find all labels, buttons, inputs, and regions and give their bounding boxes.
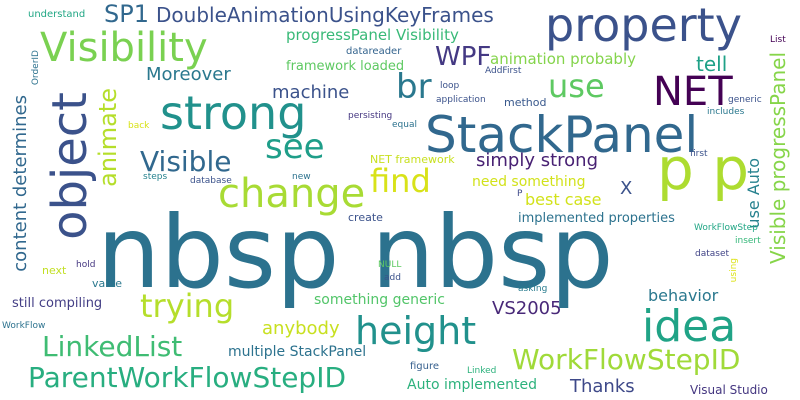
- word-datareader: datareader: [346, 46, 402, 57]
- word-orderid: OrderID: [31, 50, 41, 86]
- word-net: NET: [653, 69, 733, 115]
- word-still-compiling: still compiling: [12, 296, 103, 311]
- word-br: br: [396, 67, 432, 107]
- word-use-auto: use Auto: [744, 158, 763, 229]
- word-x: X: [620, 178, 633, 199]
- word-tell: tell: [696, 52, 728, 76]
- word-trying: trying: [140, 287, 235, 325]
- word-nbsp-nbsp: nbsp nbsp: [97, 194, 614, 311]
- word-object: object: [42, 92, 98, 240]
- word-idea: idea: [642, 301, 737, 352]
- word-method: method: [504, 96, 547, 109]
- word-content-determines: content determines: [10, 95, 31, 272]
- word-moreover: Moreover: [146, 64, 231, 85]
- word-property: property: [545, 0, 742, 52]
- word-find: find: [370, 162, 431, 200]
- word-visible: Visible: [140, 145, 232, 178]
- word-progresspanel-visibility: progressPanel Visibility: [286, 26, 459, 44]
- word-create: create: [348, 211, 383, 224]
- word-workflowstepid: WorkFlowStepID: [512, 343, 741, 376]
- word-visibility: Visibility: [40, 25, 208, 71]
- word-wpf: WPF: [435, 42, 492, 72]
- word-see: see: [265, 127, 325, 167]
- word-workflowstep: WorkFlowStep: [694, 223, 758, 233]
- word-workflow: WorkFlow: [2, 321, 46, 331]
- word-equal: equal: [392, 120, 417, 130]
- word-stackpanel: StackPanel: [425, 106, 699, 164]
- word-thanks: Thanks: [570, 376, 635, 397]
- word-null: NULL: [378, 260, 402, 270]
- word-p: P: [517, 189, 523, 199]
- word-application: application: [436, 95, 486, 105]
- word-multiple-stackpanel: multiple StackPanel: [228, 344, 367, 360]
- word-machine: machine: [272, 82, 350, 103]
- word-framework-loaded: framework loaded: [286, 59, 405, 74]
- word-addfirst: AddFirst: [485, 66, 522, 76]
- word-net-framework: NET framework: [370, 153, 455, 166]
- word-anybody: anybody: [262, 318, 340, 339]
- word-generic: generic: [728, 95, 762, 105]
- word-new: new: [292, 172, 311, 182]
- word-something-generic: something generic: [314, 292, 445, 308]
- word-database: database: [190, 176, 232, 186]
- word-steps: steps: [143, 172, 168, 182]
- word-behavior: behavior: [648, 286, 719, 305]
- word-parentworkflowstepid: ParentWorkFlowStepID: [28, 361, 347, 394]
- word-dataset: dataset: [695, 249, 730, 259]
- word-hold: hold: [76, 260, 96, 270]
- word-asking: asking: [518, 284, 548, 294]
- word-linked: Linked: [467, 366, 497, 376]
- word-add: add: [384, 273, 401, 283]
- word-figure: figure: [410, 361, 440, 372]
- word-using: using: [729, 258, 739, 283]
- word-visible-progresspanel: Visible progressPanel: [766, 52, 790, 264]
- word-linkedlist: LinkedList: [42, 330, 183, 363]
- word-doubleanimation: DoubleAnimationUsingKeyFrames: [156, 3, 494, 27]
- word-animation-probably: animation probably: [490, 50, 636, 68]
- word-vs2005: VS2005: [492, 298, 562, 319]
- word-first: first: [690, 149, 708, 159]
- word-change: change: [218, 171, 366, 217]
- word-loop: loop: [440, 81, 460, 91]
- word-next: next: [42, 264, 67, 277]
- word-includes: includes: [707, 107, 745, 117]
- word-visual-studio: Visual Studio: [690, 383, 768, 397]
- word-insert: insert: [735, 236, 761, 246]
- word-need-something: need something: [472, 174, 586, 190]
- word-use: use: [548, 67, 605, 105]
- word-best-case: best case: [525, 190, 602, 209]
- word-auto-implemented: Auto implemented: [407, 377, 537, 393]
- word-animate: animate: [94, 88, 122, 187]
- word-height: height: [355, 309, 477, 353]
- word-sp1: SP1: [104, 0, 149, 28]
- word-understand: understand: [28, 9, 86, 20]
- word-persisting: persisting: [348, 111, 393, 121]
- word-p-p: p p: [657, 135, 750, 203]
- word-list: List: [770, 35, 786, 45]
- word-strong: strong: [160, 86, 307, 140]
- word-implemented-properties: implemented properties: [518, 211, 675, 226]
- word-value: value: [92, 277, 123, 290]
- word-simply-strong: simply strong: [476, 150, 599, 171]
- word-back: back: [128, 121, 150, 131]
